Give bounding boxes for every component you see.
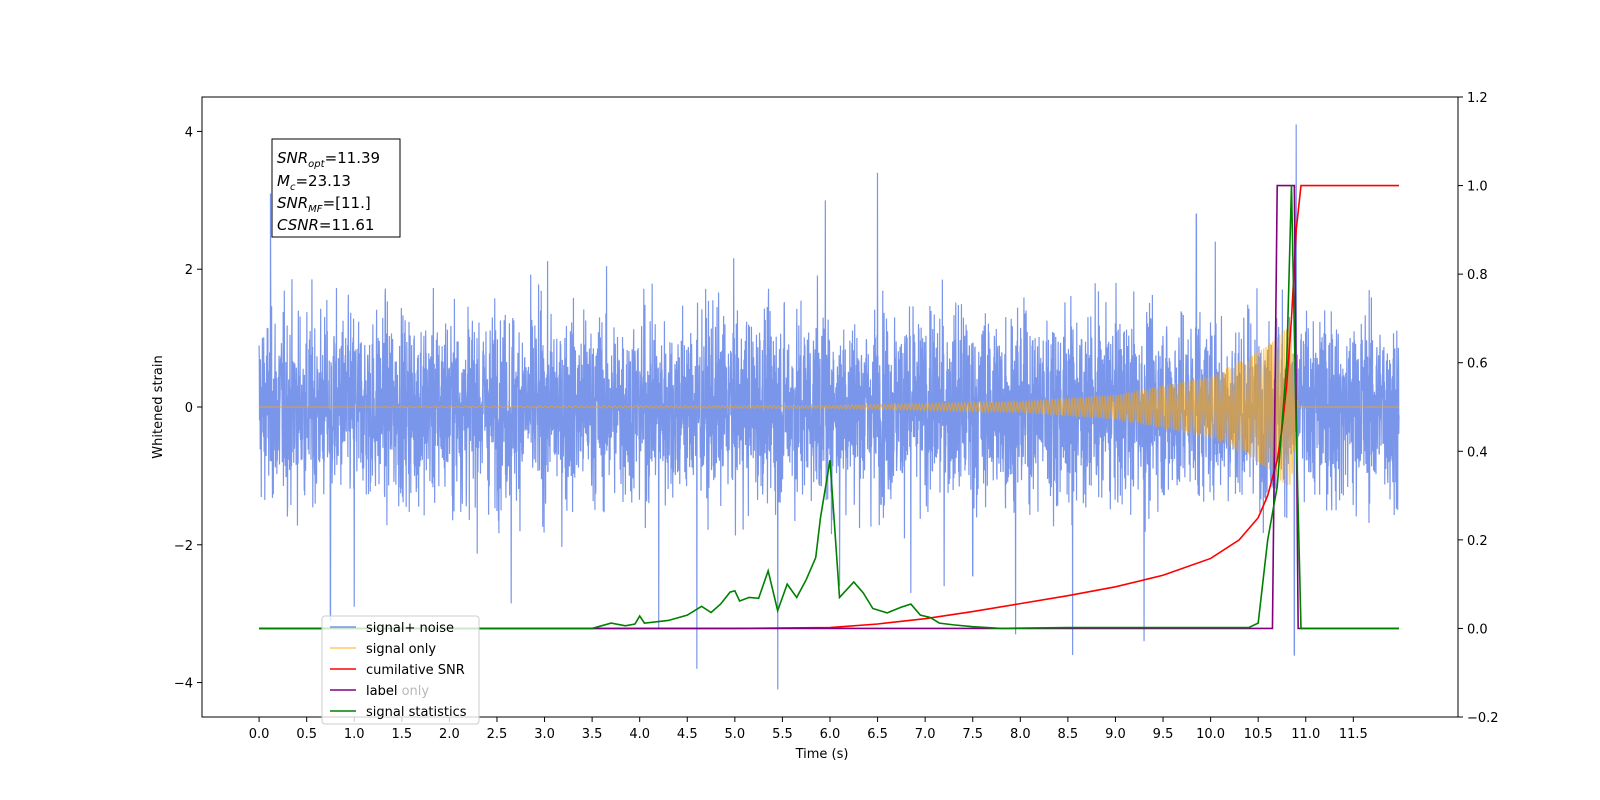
x-tick-label: 2.0 (439, 727, 460, 742)
legend-frame (321, 615, 480, 725)
series-cumulative-snr-line (259, 184, 1400, 630)
legend-label-signal-noise: signal+ noise (366, 621, 454, 636)
y-left-tick-label: 0 (185, 401, 193, 416)
y-right-tick-label: −0.2 (1467, 711, 1499, 726)
info-csnr: CSNR=11.61 (277, 216, 374, 234)
y-left-tick-label: 2 (185, 263, 193, 278)
x-axis-label: Time (s) (795, 747, 849, 762)
y-right-tick-label: 0.8 (1467, 268, 1488, 283)
legend-label-cumulative-snr: cumilative SNR (366, 663, 465, 678)
legend-label-signal-statistics: signal statistics (366, 705, 467, 720)
x-tick-label: 8.5 (1058, 727, 1079, 742)
x-tick-label: 9.5 (1153, 727, 1174, 742)
x-tick-label: 11.5 (1339, 727, 1368, 742)
y-left-tick-label: 4 (185, 125, 193, 140)
legend-label-label-only: label only (366, 684, 429, 699)
x-tick-label: 5.5 (772, 727, 793, 742)
x-tick-label: 6.5 (867, 727, 888, 742)
y-right-tick-label: 0.4 (1467, 445, 1488, 460)
y-left-axis: 4 2 0 −2 −4 (174, 125, 202, 692)
x-tick-label: 0.5 (296, 727, 317, 742)
x-tick-label: 7.0 (915, 727, 936, 742)
series-signal-only-line (259, 328, 1400, 486)
x-tick-label: 10.0 (1196, 727, 1225, 742)
x-tick-label: 0.0 (249, 727, 270, 742)
x-tick-label: 11.0 (1291, 727, 1320, 742)
info-mc: Mc=23.13 (277, 172, 351, 193)
y-right-tick-label: 1.0 (1467, 180, 1488, 195)
series-layer (258, 124, 1400, 690)
info-snr-opt: SNRopt=11.39 (277, 149, 380, 170)
x-tick-label: 8.0 (1010, 727, 1031, 742)
y-right-tick-label: 0.2 (1467, 534, 1488, 549)
legend-label-signal-only: signal only (366, 642, 436, 657)
x-tick-label: 1.5 (391, 727, 412, 742)
y-axis-label: Whitened strain (151, 355, 166, 458)
series-signal-statistics-line (259, 185, 1400, 630)
y-right-tick-label: 0.0 (1467, 622, 1488, 637)
y-right-axis: 1.2 1.0 0.8 0.6 0.4 0.2 0.0 −0.2 (1458, 91, 1499, 726)
x-tick-label: 9.0 (1105, 727, 1126, 742)
x-tick-label: 4.0 (629, 727, 650, 742)
legend-label-label: label (366, 684, 397, 699)
y-left-tick-label: −2 (174, 539, 193, 554)
x-tick-label: 10.5 (1244, 727, 1273, 742)
y-right-tick-label: 0.6 (1467, 357, 1488, 372)
x-tick-label: 6.0 (820, 727, 841, 742)
info-box: SNRopt=11.39 Mc=23.13 SNRMF=[11.] CSNR=1… (271, 138, 401, 238)
x-tick-label: 2.5 (487, 727, 508, 742)
y-right-tick-label: 1.2 (1467, 91, 1488, 106)
x-tick-label: 3.5 (582, 727, 603, 742)
x-tick-label: 3.0 (534, 727, 555, 742)
x-axis: 0.0 0.5 1.0 1.5 2.0 2.5 3.0 3.5 4.0 4.5 5.0 5.5 6.0 6… (249, 717, 1368, 742)
info-snr-mf: SNRMF=[11.] (277, 194, 371, 215)
x-tick-label: 5.0 (725, 727, 746, 742)
info-box-frame (271, 138, 401, 238)
legend: signal+ noise signal only cumilative SNR… (321, 615, 480, 725)
x-tick-label: 7.5 (962, 727, 983, 742)
y-left-tick-label: −4 (174, 677, 193, 692)
x-tick-label: 4.5 (677, 727, 698, 742)
x-tick-label: 1.0 (344, 727, 365, 742)
